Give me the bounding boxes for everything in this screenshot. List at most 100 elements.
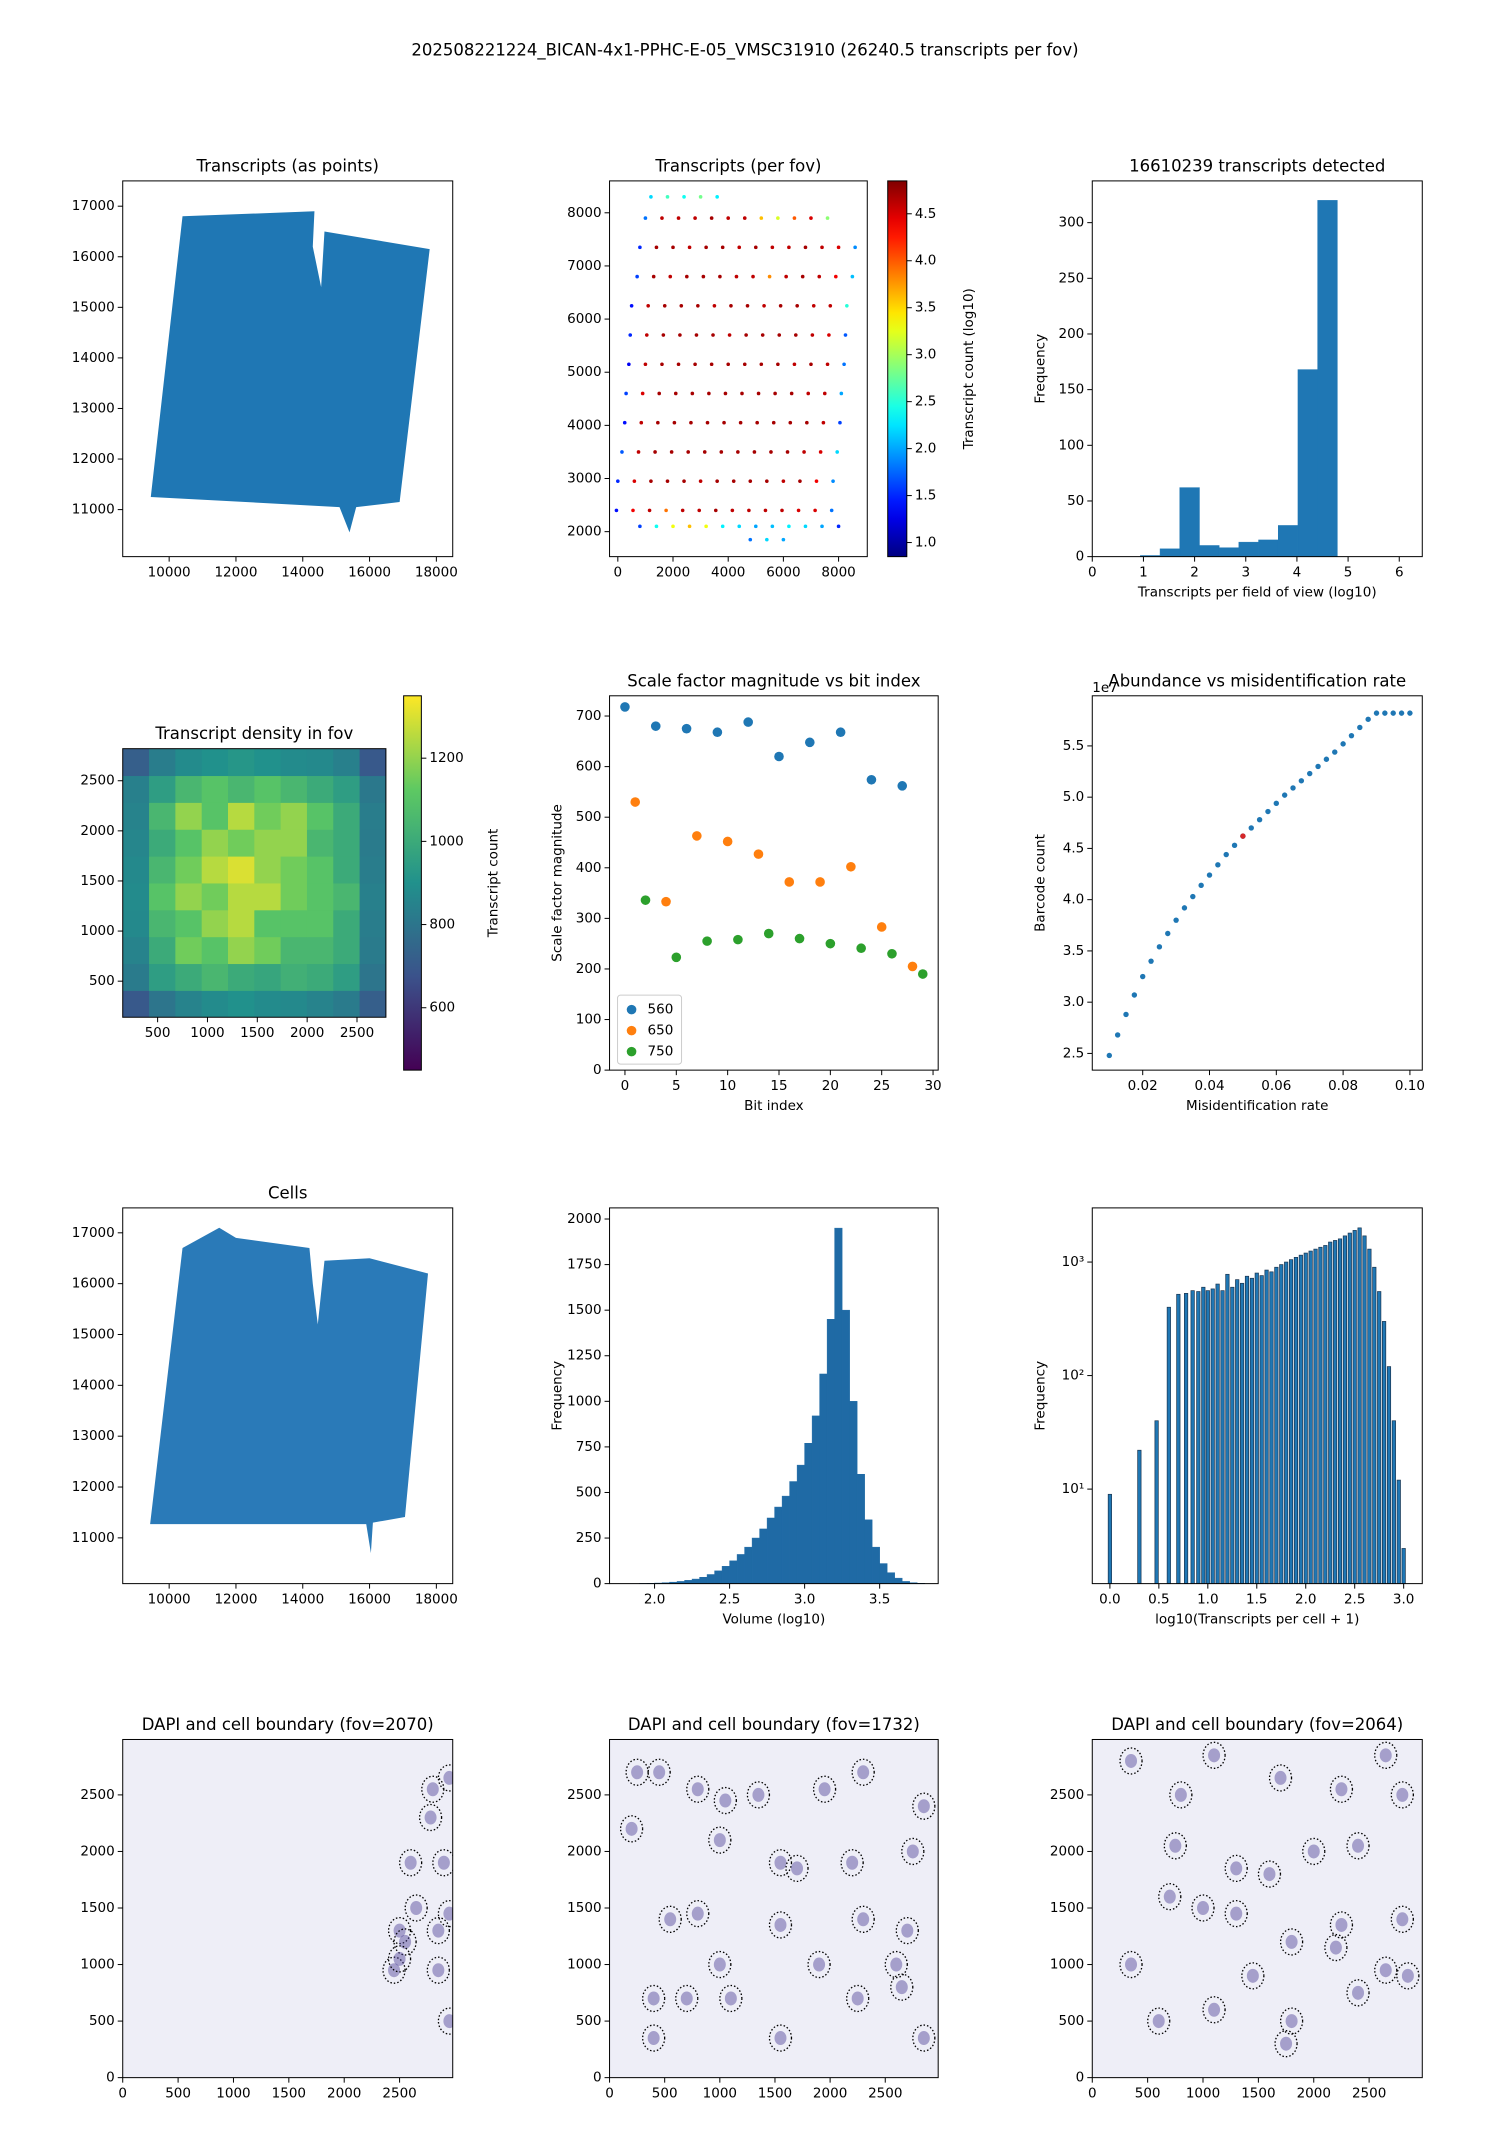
point [671, 952, 682, 963]
nucleus [1307, 1844, 1320, 1859]
cell-boundary [846, 1984, 870, 2013]
fov-point [620, 450, 624, 454]
heat-cell [333, 856, 361, 884]
fov-point [696, 303, 700, 308]
y-tick-label: 400 [576, 860, 602, 876]
fov-point [690, 391, 695, 396]
heat-cell [228, 909, 255, 938]
fov-point [653, 450, 657, 454]
cell-boundary [1202, 1996, 1226, 2024]
fov-point [704, 245, 708, 250]
heat-cell [228, 990, 255, 1018]
y-tick-label: 2000 [567, 1211, 601, 1227]
heat-cell [201, 856, 229, 884]
nucleus [1230, 1861, 1243, 1876]
bar [1201, 1286, 1206, 1584]
plot-area [1107, 1227, 1406, 1584]
point [1382, 710, 1388, 716]
x-tick-label: 0 [1088, 2086, 1097, 2102]
heat-cell [228, 963, 255, 991]
bar [1259, 1275, 1264, 1584]
nucleus [906, 1844, 919, 1859]
nucleus [1280, 2036, 1293, 2051]
fov-point [720, 524, 725, 529]
point [1290, 785, 1296, 791]
heat-cell [175, 936, 203, 965]
fov-point [649, 195, 653, 199]
fov-point [635, 274, 639, 279]
fov-point [709, 216, 714, 220]
fov-point [784, 274, 788, 279]
x-tick-label: 16000 [348, 565, 391, 581]
y-axis-label: Scale factor magnitude [550, 804, 566, 961]
x-tick-label: 0 [605, 2086, 614, 2102]
heat-cell [149, 936, 176, 965]
point [1114, 1032, 1121, 1038]
plot-area [150, 211, 430, 533]
point [1357, 724, 1363, 731]
x-axis-label: Transcripts per field of view (log10) [1137, 585, 1377, 601]
cell-boundary [387, 1916, 412, 1945]
fov-point [822, 391, 827, 396]
x-tick-label: 2000 [327, 2086, 361, 2102]
y-tick-label: 7000 [567, 258, 601, 274]
y-tick-label: 50 [1067, 493, 1084, 509]
plot-area [609, 1739, 939, 2078]
point [1373, 710, 1380, 716]
x-tick-label: 0 [621, 1078, 630, 1094]
y-axis-label: Frequency [1032, 1361, 1048, 1431]
fov-point [702, 450, 707, 454]
point [1106, 1052, 1113, 1059]
y-tick-label: 700 [576, 708, 602, 724]
cell-boundary [1279, 1928, 1304, 1956]
bar [811, 1415, 820, 1584]
plot-area [1106, 710, 1413, 1059]
heat-cell [228, 775, 255, 803]
heat-cell [280, 936, 308, 965]
x-tick-label: 5 [1344, 565, 1353, 581]
fov-point [747, 508, 751, 513]
cell-boundary [708, 1950, 732, 1979]
bar [699, 1576, 708, 1584]
colorbar-tick-label: 600 [429, 1000, 455, 1016]
axes-frame [609, 1207, 939, 1585]
axes-frame [609, 1738, 939, 2079]
fov-point [773, 391, 777, 396]
heat-cell [359, 829, 386, 857]
colorbar-tick-label: 3.5 [915, 300, 936, 316]
x-tick-label: 12000 [214, 565, 257, 581]
fov-point [829, 508, 834, 513]
heat-cell [280, 882, 308, 911]
axes-title: Scale factor magnitude vs bit index [627, 671, 920, 690]
heat-cell [149, 775, 176, 803]
bar [871, 1546, 880, 1584]
fov-point [820, 245, 824, 250]
y-tick-label: 1000 [80, 923, 114, 939]
y-tick-label: 15000 [72, 299, 115, 315]
x-tick-label: 2500 [868, 2086, 902, 2102]
y-tick-label: 16000 [72, 1276, 115, 1292]
heat-cell [228, 748, 255, 777]
fov-point [794, 333, 798, 337]
legend-label: 560 [648, 1002, 674, 1018]
x-tick-label: 1500 [272, 2086, 306, 2102]
fov-point [698, 479, 703, 483]
heat-cell [280, 990, 308, 1018]
fov-point [660, 362, 664, 367]
cell-boundary [647, 1758, 671, 1786]
fov-point [763, 508, 768, 513]
nucleus [1396, 1912, 1409, 1927]
cell-boundary [768, 1849, 793, 1877]
heat-cell [254, 936, 282, 965]
heat-cell [254, 909, 282, 938]
point [794, 933, 805, 944]
bar [1396, 1479, 1401, 1584]
nucleus [813, 1957, 826, 1972]
heat-cell [122, 936, 150, 965]
fov-point [693, 216, 697, 220]
point [856, 943, 866, 954]
nucleus [917, 2031, 930, 2046]
x-tick-label: 0 [118, 2086, 127, 2102]
x-tick-label: 8000 [821, 565, 855, 581]
axes-title: DAPI and cell boundary (fov=2070) [142, 1715, 434, 1734]
